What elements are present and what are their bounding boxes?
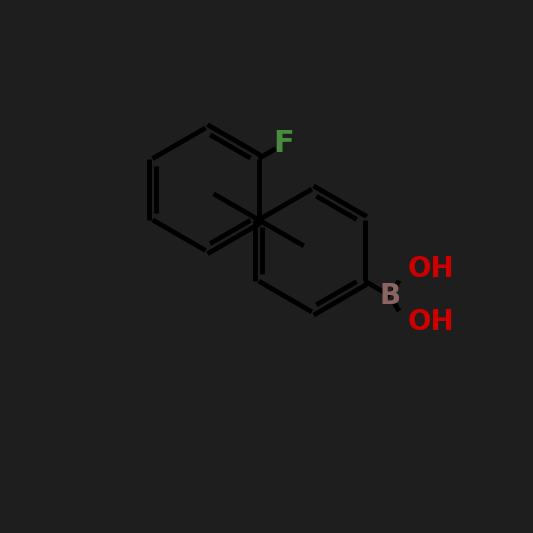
Text: OH: OH — [408, 308, 454, 336]
Text: OH: OH — [408, 255, 454, 284]
Text: B: B — [379, 282, 401, 310]
Text: F: F — [274, 130, 295, 158]
